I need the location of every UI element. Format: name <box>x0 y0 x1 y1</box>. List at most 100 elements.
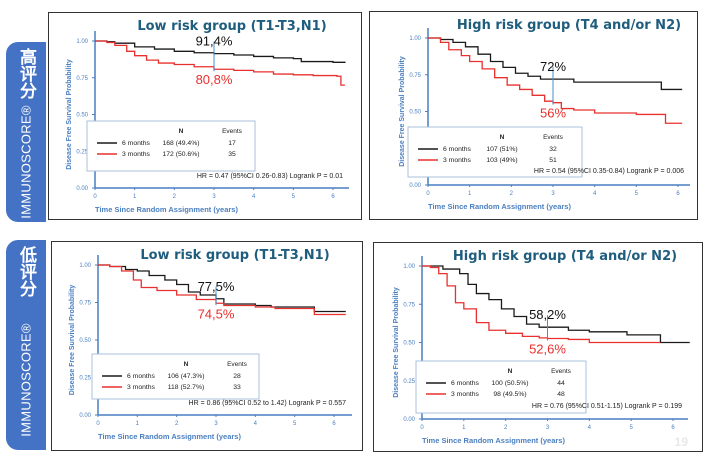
legend-header-n: N <box>508 368 513 375</box>
x-tick-label: 3 <box>546 425 550 431</box>
km-curve-six-months <box>98 264 346 313</box>
chart-title: Low risk group (T1-T3,N1) <box>137 19 326 34</box>
x-tick-label: 4 <box>254 421 258 427</box>
y-tick-label: 1.00 <box>76 39 88 45</box>
legend-label: 3 months <box>127 384 156 391</box>
side-tab-cn-label: 低评分 <box>17 246 36 297</box>
legend-header-events: Events <box>227 361 248 368</box>
legend-header-n: N <box>500 134 505 141</box>
x-tick-label: 3 <box>212 194 216 200</box>
annotation-three-months: 56% <box>540 106 566 121</box>
x-tick-label: 1 <box>468 191 472 197</box>
km-curve-six-months <box>95 40 346 64</box>
y-tick-label: 0.00 <box>79 413 91 419</box>
x-tick-label: 5 <box>292 194 296 200</box>
legend-n: 98 (49.5%) <box>493 391 526 398</box>
x-tick-label: 0 <box>93 194 97 200</box>
y-tick-label: 0.25 <box>76 149 88 155</box>
km-chart: High risk group (T4 and/or N2) 0 1 2 3 4 5 6 0.0… <box>393 249 690 445</box>
y-axis-label: Disease Free Survival Probability <box>69 285 76 396</box>
km-panel-low-score-low-risk: Low risk group (T1-T3,N1) 0 1 2 3 4 5 6 0.00 0.25… <box>51 241 363 451</box>
legend-n: 172 (50.6%) <box>162 151 199 158</box>
annotation-six-months: 58,2% <box>529 307 566 322</box>
km-chart: High risk group (T4 and/or N2) 0 1 2 3 4 5 6 0.0… <box>399 18 690 211</box>
km-chart: Low risk group (T1-T3,N1) 0 1 2 3 4 5 6 0.00 0.25… <box>66 19 349 214</box>
km-panel-low-score-high-risk: High risk group (T4 and/or N2) 0 1 2 3 4 5 6 0.0… <box>373 242 703 452</box>
legend-events: 48 <box>557 391 565 398</box>
legend-events: 51 <box>549 157 557 164</box>
km-panel-high-score-high-risk: High risk group (T4 and/or N2) 0 1 2 3 4 5 6 0.0… <box>369 11 698 220</box>
chart-title: Low risk group (T1-T3,N1) <box>140 248 329 263</box>
legend-n: 100 (50.5%) <box>491 380 528 387</box>
legend-header-events: Events <box>543 134 564 141</box>
legend-n: 106 (47.3%) <box>167 373 204 380</box>
x-tick-label: 1 <box>133 194 137 200</box>
x-tick-label: 2 <box>173 194 177 200</box>
x-tick-label: 2 <box>510 191 514 197</box>
x-tick-label: 3 <box>551 191 555 197</box>
x-tick-label: 4 <box>593 191 597 197</box>
stats-text: HR = 0.76 (95%CI 0.51-1.15) Logrank P = … <box>532 403 682 410</box>
page-number: 19 <box>674 435 688 449</box>
y-axis-label: Disease Free Survival Probability <box>399 56 406 167</box>
km-curve-six-months <box>422 265 690 344</box>
x-axis-label: Time Since Random Assignment (years) <box>428 202 571 211</box>
km-curve-three-months <box>422 265 661 344</box>
y-tick-label: 0.50 <box>79 338 91 344</box>
y-tick-label: 0.75 <box>79 301 91 307</box>
annotation-three-months: 80,8% <box>196 72 233 87</box>
y-tick-label: 0.50 <box>409 110 421 116</box>
y-tick-label: 0.75 <box>76 76 88 82</box>
legend-events: 32 <box>549 146 557 153</box>
annotation-six-months: 91,4% <box>196 34 233 49</box>
legend-events: 28 <box>233 373 241 380</box>
stats-text: HR = 0.54 (95%CI 0.35-0.84) Logrank P = … <box>534 168 684 175</box>
x-tick-label: 1 <box>136 421 140 427</box>
side-tab-brand: IMMUNOSCORE® <box>18 105 34 219</box>
chart-title: High risk group (T4 and/or N2) <box>453 249 677 264</box>
legend-header-events: Events <box>222 128 243 135</box>
legend-label: 3 months <box>451 391 480 398</box>
legend-events: 35 <box>228 151 236 158</box>
annotation-three-months: 74,5% <box>198 306 235 321</box>
y-tick-label: 1.00 <box>403 264 415 270</box>
y-tick-label: 0.25 <box>403 379 415 385</box>
km-curve-six-months <box>428 37 683 91</box>
y-tick-label: 1.00 <box>409 36 421 42</box>
y-axis-label: Disease Free Survival Probability <box>66 59 73 170</box>
x-tick-label: 0 <box>420 425 424 431</box>
y-tick-label: 0.25 <box>79 376 91 382</box>
x-tick-label: 5 <box>629 425 633 431</box>
legend-label: 3 months <box>443 157 472 164</box>
legend-box <box>86 120 256 172</box>
side-tab-brand: IMMUNOSCORE® <box>18 323 34 437</box>
y-tick-label: 0.50 <box>76 113 88 119</box>
stats-text: HR = 0.86 (95%CI 0.52 to 1.42) Logrank P… <box>189 400 347 407</box>
x-tick-label: 0 <box>96 421 100 427</box>
km-curve-three-months <box>428 37 683 124</box>
x-tick-label: 2 <box>175 421 179 427</box>
y-tick-label: 1.00 <box>79 263 91 269</box>
legend-events: 33 <box>233 384 241 391</box>
side-tab-low-score: 低评分 IMMUNOSCORE® <box>6 240 46 450</box>
legend-events: 17 <box>228 140 236 147</box>
y-tick-label: 0.75 <box>409 73 421 79</box>
x-axis-label: Time Since Random Assignment (years) <box>422 436 565 445</box>
x-tick-label: 6 <box>331 194 335 200</box>
chart-title: High risk group (T4 and/or N2) <box>457 18 681 33</box>
km-curve-three-months <box>95 40 345 86</box>
x-tick-label: 4 <box>588 425 592 431</box>
y-tick-label: 0.75 <box>403 302 415 308</box>
x-tick-label: 6 <box>676 191 680 197</box>
x-axis-label: Time Since Random Assignment (years) <box>95 205 238 214</box>
x-tick-label: 1 <box>462 425 466 431</box>
legend-box <box>415 360 587 414</box>
y-tick-label: 0.00 <box>403 417 415 423</box>
x-tick-label: 2 <box>504 425 508 431</box>
legend-label: 6 months <box>127 373 156 380</box>
side-tab-high-score: 高评分 IMMUNOSCORE® <box>6 42 46 222</box>
x-tick-label: 4 <box>252 194 256 200</box>
legend-n: 118 (52.7%) <box>168 384 205 391</box>
legend-header-n: N <box>184 361 189 368</box>
stats-text: HR = 0.47 (95%CI 0.26-0.83) Logrank P = … <box>197 173 343 180</box>
